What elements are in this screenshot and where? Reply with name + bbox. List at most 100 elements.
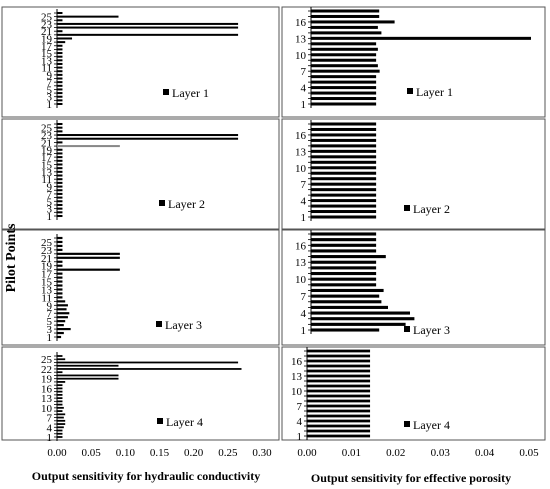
bar [57, 99, 63, 102]
bar [57, 327, 71, 331]
y-tick-label: 3 [47, 204, 53, 216]
bar [311, 69, 380, 73]
legend-swatch [157, 418, 163, 424]
bar [57, 292, 63, 295]
y-tick-label: 10 [295, 274, 307, 286]
legend-swatch [163, 89, 169, 95]
y-tick-label: 13 [295, 33, 307, 45]
bar [57, 33, 239, 36]
y-tick-label: 13 [291, 371, 303, 383]
y-tick-label: 9 [47, 182, 53, 194]
y-tick-label: 11 [41, 63, 52, 75]
y-tick-label: 16 [291, 356, 303, 368]
bar [57, 174, 63, 177]
y-tick-label: 23 [41, 245, 53, 257]
bar [57, 393, 63, 396]
bar [311, 127, 377, 131]
bar [311, 171, 377, 175]
bar [311, 266, 377, 270]
bar [311, 188, 377, 192]
bar [57, 429, 63, 432]
bar [311, 305, 388, 309]
bar [57, 284, 63, 287]
y-tick-label: 10 [295, 50, 307, 62]
legend-swatch [404, 421, 410, 427]
panel-frame [1, 229, 280, 346]
y-tick-label: 1 [301, 212, 307, 224]
bar [57, 88, 63, 91]
bar [57, 364, 119, 367]
bar [57, 436, 63, 438]
bar [57, 170, 63, 173]
y-tick-label: 13 [295, 146, 307, 158]
bar [311, 25, 378, 29]
bar [311, 204, 377, 208]
y-tick-label: 1 [301, 99, 307, 111]
bar [57, 70, 63, 73]
bar [57, 122, 63, 126]
y-tick-label: 13 [295, 257, 307, 269]
bar [57, 260, 63, 263]
bar [57, 203, 63, 206]
y-tick-label: 7 [301, 179, 307, 191]
bar [57, 413, 66, 416]
bar [311, 155, 377, 159]
y-tick-label: 17 [41, 269, 53, 281]
bar [311, 149, 377, 153]
bar [311, 199, 377, 203]
bar [57, 304, 68, 307]
bar [57, 264, 63, 267]
bar [311, 58, 377, 62]
bar [57, 148, 63, 151]
bar [57, 335, 62, 339]
x-tick-label: 0.15 [150, 447, 170, 459]
bar [57, 11, 63, 15]
y-tick-label: 11 [41, 292, 52, 304]
bar [57, 189, 63, 192]
y-tick-label: 5 [47, 84, 53, 96]
left-x-axis-ticks: 0.00 0.05 0.10 0.15 0.20 0.25 0.30 [47, 447, 272, 459]
y-tick-label: 1 [47, 332, 53, 344]
bar [307, 419, 371, 423]
bar [57, 240, 63, 244]
y-tick-label: 9 [47, 70, 53, 82]
bar [311, 133, 377, 137]
y-tick-label: 1 [47, 211, 53, 223]
bar [57, 48, 63, 51]
bar [57, 163, 63, 166]
y-tick-label: 10 [41, 403, 53, 415]
y-tick-label: 10 [291, 386, 303, 398]
bar [311, 317, 415, 321]
bar [57, 236, 63, 240]
right-x-axis-ticks: 0.00 0.01 0.02 0.03 0.04 0.05 [297, 447, 539, 459]
y-tick-label: 16 [295, 240, 307, 252]
y-tick-label: 13 [41, 55, 53, 67]
bar [57, 141, 63, 144]
bar [307, 409, 371, 413]
bar [311, 160, 377, 164]
bar [57, 384, 63, 387]
legend-label: Layer 1 [416, 85, 453, 99]
bar [57, 178, 63, 181]
bar [307, 404, 371, 408]
bar [57, 66, 63, 69]
y-tick-label: 7 [47, 189, 53, 201]
y-tick-label: 15 [41, 159, 53, 171]
legend-label: Layer 3 [165, 318, 202, 332]
bar [57, 397, 63, 400]
bar [57, 95, 63, 98]
bar [57, 52, 63, 55]
bar [307, 359, 371, 363]
bar [311, 260, 377, 264]
bar [57, 377, 119, 380]
bar [57, 312, 70, 315]
bar [57, 426, 64, 429]
y-tick-label: 19 [41, 261, 53, 273]
y-tick-label: 5 [47, 196, 53, 208]
bar [311, 91, 377, 95]
y-tick-label: 7 [301, 66, 307, 78]
bar [57, 252, 120, 255]
bar [57, 167, 63, 170]
left-x-axis-title: Output sensitivity for hydraulic conduct… [32, 469, 260, 483]
